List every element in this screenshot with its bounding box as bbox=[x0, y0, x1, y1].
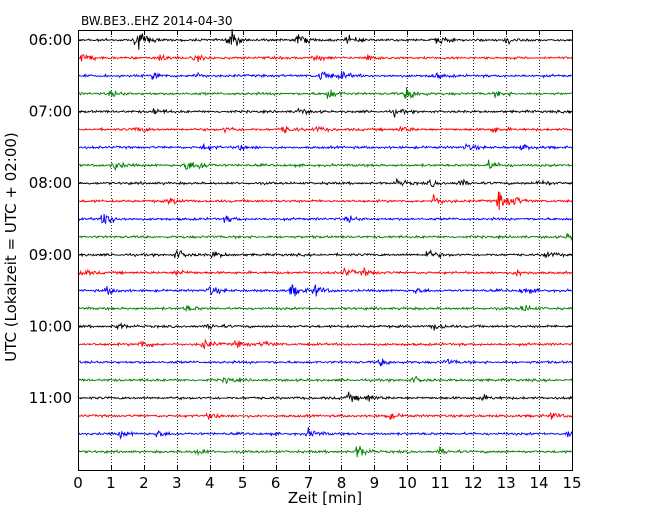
trace-0600 bbox=[77, 29, 573, 50]
x-axis-label: Zeit [min] bbox=[288, 489, 362, 507]
trace-1145 bbox=[77, 445, 573, 458]
x-tick-label: 14 bbox=[530, 474, 549, 492]
x-tick-label: 5 bbox=[238, 474, 248, 492]
trace-0700 bbox=[77, 107, 573, 118]
y-tick-label: 10:00 bbox=[29, 317, 72, 335]
x-tick-label: 9 bbox=[370, 474, 380, 492]
trace-1130 bbox=[77, 426, 573, 440]
trace-0645 bbox=[77, 87, 573, 99]
axis-ticks: 0 1 2 3 4 5 6 7 8 9 10 11 12 13 14 1506:0007:0008:0009:… bbox=[29, 30, 582, 492]
trace-0845 bbox=[77, 233, 573, 242]
vertical-gridlines bbox=[111, 30, 540, 470]
trace-0630 bbox=[77, 70, 573, 81]
x-tick-label: 8 bbox=[337, 474, 347, 492]
trace-0800 bbox=[77, 177, 573, 188]
trace-0945 bbox=[77, 304, 573, 313]
x-tick-label: 7 bbox=[304, 474, 314, 492]
trace-0900 bbox=[77, 248, 573, 259]
trace-0930 bbox=[77, 284, 573, 297]
y-tick-label: 07:00 bbox=[29, 103, 72, 121]
trace-1000 bbox=[77, 321, 573, 331]
x-tick-label: 0 bbox=[73, 474, 83, 492]
chart-title: BW.BE3..EHZ 2014-04-30 bbox=[81, 14, 233, 28]
y-tick-label: 08:00 bbox=[29, 174, 72, 192]
x-tick-label: 3 bbox=[172, 474, 182, 492]
trace-1015 bbox=[77, 338, 573, 350]
x-tick-label: 12 bbox=[464, 474, 483, 492]
x-tick-label: 13 bbox=[497, 474, 516, 492]
x-tick-label: 10 bbox=[398, 474, 417, 492]
x-tick-label: 2 bbox=[139, 474, 149, 492]
y-tick-label: 11:00 bbox=[29, 389, 72, 407]
y-tick-label: 06:00 bbox=[29, 31, 72, 49]
x-tick-label: 1 bbox=[106, 474, 116, 492]
trace-0615 bbox=[77, 53, 573, 63]
trace-0715 bbox=[77, 125, 573, 134]
seismic-traces bbox=[77, 29, 573, 458]
trace-0815 bbox=[77, 191, 573, 211]
trace-1100 bbox=[77, 391, 573, 402]
plot-frame bbox=[78, 30, 573, 471]
trace-0745 bbox=[77, 159, 573, 172]
trace-0915 bbox=[77, 266, 573, 278]
x-tick-label: 4 bbox=[205, 474, 215, 492]
trace-1030 bbox=[77, 358, 573, 367]
trace-0830 bbox=[77, 214, 573, 225]
y-axis-label: UTC (Lokalzeit = UTC + 02:00) bbox=[2, 132, 20, 362]
y-tick-label: 09:00 bbox=[29, 246, 72, 264]
x-tick-label: 11 bbox=[431, 474, 450, 492]
trace-1045 bbox=[78, 375, 573, 385]
trace-1115 bbox=[77, 411, 573, 420]
trace-0730 bbox=[77, 142, 573, 151]
x-tick-label: 6 bbox=[271, 474, 281, 492]
x-tick-label: 15 bbox=[562, 474, 581, 492]
